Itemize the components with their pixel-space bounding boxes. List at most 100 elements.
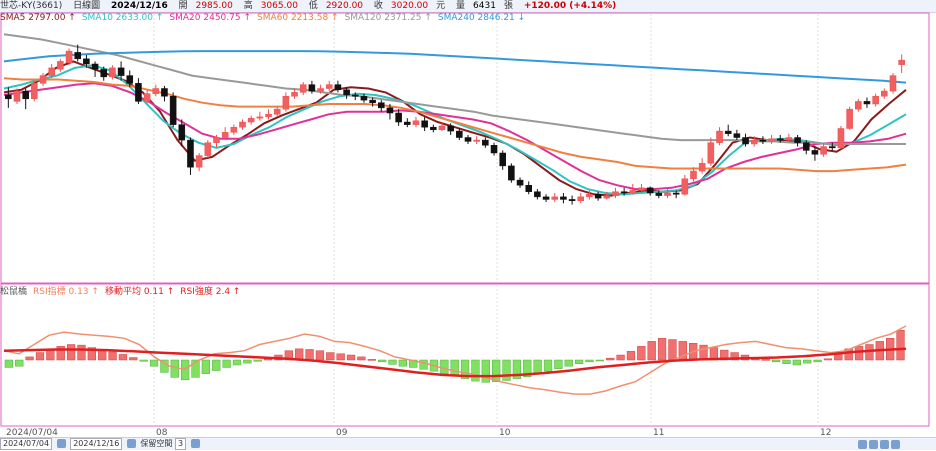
close-label: 收 (373, 1, 383, 11)
candle-body (863, 101, 871, 105)
candle-body (456, 130, 463, 138)
candle-body (386, 107, 394, 114)
candle-body (291, 92, 298, 97)
candle-body (83, 58, 90, 65)
oscillator-bar (35, 352, 45, 361)
indicator-legend: 松鼠橋 RSI指標 0.13 ↑ 移動平均 0.11 ↑ RSI強度 2.4 ↑ (0, 286, 246, 298)
oscillator-bar (56, 346, 65, 361)
oscillator-bar (616, 354, 625, 361)
candle-body (273, 108, 281, 115)
candle-body (230, 126, 238, 133)
candle-body (126, 75, 134, 84)
candle-body (508, 165, 515, 181)
keep-space-label: 保留空間 (140, 439, 173, 448)
ind-legend-item-3: RSI強度 2.4 ↑ (180, 287, 241, 297)
candle-body (646, 187, 654, 194)
candle-body (629, 190, 637, 194)
oscillator-bar (357, 356, 366, 361)
candle-body (499, 152, 506, 167)
oscillator-bar (606, 357, 615, 361)
candle-body (5, 94, 12, 100)
x-tick-label: 10 (499, 428, 511, 437)
oscillator-bar (346, 354, 356, 361)
candle-body (707, 142, 715, 164)
calendar-icon[interactable] (126, 439, 136, 448)
candle-body (837, 128, 845, 149)
settings-icon[interactable] (190, 439, 200, 448)
end-date-field[interactable]: 2024/12/16 (70, 438, 123, 450)
oscillator-bar (481, 359, 490, 383)
oscillator-bar (326, 352, 335, 361)
candle-body (776, 138, 784, 141)
ma-legend-item-0: SMA5 2797.00 ↑ (0, 13, 76, 23)
candle-body (785, 137, 793, 141)
candle-body (560, 196, 567, 200)
oscillator-bar (419, 359, 428, 370)
oscillator-bar (668, 339, 677, 361)
oscillator-bar (699, 344, 708, 361)
price-panel-frame (0, 12, 930, 284)
oscillator-bar (398, 359, 408, 367)
candle-body (898, 59, 905, 65)
oscillator-bar (25, 356, 34, 361)
candle-body (39, 75, 47, 84)
candle-body (213, 137, 220, 143)
oscillator-bar (585, 359, 594, 363)
oscillator-bar (502, 359, 511, 381)
candle-body (638, 187, 645, 191)
oscillator-bar (315, 350, 325, 361)
high-value: 3065.00 (260, 1, 298, 11)
ma-line-sma5 (3, 60, 907, 197)
ind-legend-item-2: 移動平均 0.11 ↑ (104, 287, 175, 297)
candle-body (759, 139, 767, 142)
oscillator-bar (139, 359, 148, 362)
candle-body (872, 95, 879, 105)
oscillator-bar (367, 359, 376, 361)
candle-body (325, 84, 333, 89)
candle-body (542, 196, 550, 200)
close-unit: 元 (436, 1, 446, 11)
candle-body (750, 139, 758, 145)
candle-body (317, 88, 324, 92)
scroll-right-icon[interactable] (891, 440, 900, 449)
candle-body (57, 61, 64, 70)
candle-body (811, 150, 819, 155)
candle-body (369, 99, 376, 103)
candle-body (473, 139, 480, 142)
x-tick-label: 09 (336, 428, 348, 437)
ma-legend-item-1: SMA10 2633.00 ↑ (81, 13, 164, 23)
low-value: 2920.00 (325, 1, 364, 11)
start-date-field[interactable]: 2024/07/04 (0, 438, 53, 450)
candle-body (161, 88, 168, 97)
candle-body (343, 89, 350, 96)
candle-body (74, 52, 82, 60)
ind-legend-item-0: 松鼠橋 (0, 287, 28, 297)
oscillator-bar (471, 359, 480, 382)
open-label: 開 (178, 1, 188, 11)
oscillator-bar (595, 359, 604, 362)
stock-chart[interactable]: 2024/07/04 08 09 10 11 12 (0, 0, 936, 437)
candle-body (447, 125, 454, 132)
scroll-left-icon[interactable] (880, 440, 889, 449)
candle-body (178, 124, 186, 141)
oscillator-bar (803, 359, 812, 364)
candle-body (438, 125, 446, 131)
oscillator-bar (4, 359, 14, 368)
candle-body (143, 93, 151, 102)
oscillator-bar (543, 359, 553, 372)
oscillator-bar (637, 346, 646, 361)
oscillator-bar (564, 359, 573, 367)
candle-body (395, 112, 402, 123)
oscillator-bar (523, 359, 532, 377)
candle-body (742, 137, 749, 145)
calendar-icon[interactable] (56, 439, 66, 448)
zoom-out-icon[interactable] (869, 440, 878, 449)
ma-line-sma240 (3, 50, 907, 84)
open-value: 2985.00 (195, 1, 233, 11)
keep-space-value[interactable]: 3 (174, 438, 187, 450)
candle-body (299, 84, 307, 93)
oscillator-bar (305, 349, 314, 361)
close-value: 3020.00 (390, 1, 429, 11)
x-tick-label: 2024/07/04 (6, 428, 58, 437)
zoom-in-icon[interactable] (858, 440, 867, 449)
